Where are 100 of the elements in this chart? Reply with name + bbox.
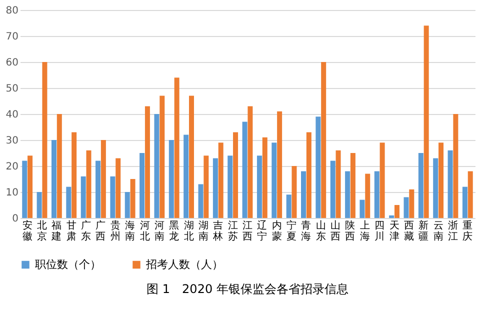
- x-tick-label: 安徽: [22, 220, 32, 242]
- x-tick-label: 湖南: [198, 220, 208, 242]
- x-tick-label: 宁夏: [286, 220, 297, 242]
- bar: [316, 116, 321, 218]
- y-tick-label: 30: [6, 136, 18, 146]
- bar: [336, 150, 341, 218]
- bar: [248, 106, 253, 218]
- x-tick-label: 黑龙: [169, 220, 180, 242]
- x-tick-label: 贵州: [110, 220, 120, 242]
- x-tick-label: 江苏: [228, 220, 238, 242]
- bar: [380, 142, 385, 218]
- bar: [233, 132, 238, 218]
- bar: [154, 114, 160, 218]
- x-tick-label: 江西: [242, 220, 252, 242]
- x-tick-label: 重庆: [462, 220, 473, 242]
- bar: [86, 150, 92, 218]
- bar: [42, 62, 48, 218]
- bar: [424, 26, 429, 218]
- x-tick-label: 湖北: [184, 220, 194, 242]
- bar: [144, 106, 150, 218]
- bar: [256, 156, 262, 218]
- x-tick-label: 四川: [374, 220, 385, 242]
- y-tick-label: 50: [6, 84, 18, 94]
- bar: [365, 174, 370, 218]
- bar: [453, 114, 458, 218]
- bar: [22, 160, 28, 218]
- bar: [130, 179, 136, 218]
- bar: [204, 156, 209, 218]
- bar: [218, 142, 224, 218]
- x-tick-label: 青海: [301, 220, 312, 242]
- bar: [286, 194, 292, 218]
- bar: [72, 132, 77, 218]
- bar: [96, 160, 101, 218]
- y-tick-label: 40: [6, 110, 18, 120]
- bar: [394, 205, 400, 218]
- bar: [184, 134, 189, 218]
- x-tick-label: 福建: [50, 220, 62, 242]
- bar: [321, 62, 326, 218]
- bar: [277, 111, 282, 218]
- text: 图 1 2020 年银保监会各省招录信息: [146, 282, 348, 296]
- y-tick-label: 0: [12, 214, 18, 224]
- x-tick-label: 西藏: [404, 220, 414, 242]
- x-tick-label: 河北: [140, 220, 150, 242]
- bar: [66, 186, 72, 218]
- x-tick-label: 北京: [37, 220, 48, 242]
- x-tick-label: 甘肃: [66, 220, 76, 242]
- x-tick-label: 河南: [154, 220, 164, 242]
- bar: [242, 122, 248, 218]
- bar: [198, 184, 204, 218]
- bar: [438, 142, 444, 218]
- x-tick-label: 山东: [316, 220, 326, 242]
- x-tick-label: 吉林: [212, 220, 224, 242]
- bar: [212, 158, 218, 218]
- bar: [228, 156, 233, 218]
- x-tick-label: 广东: [81, 220, 92, 242]
- y-tick-label: 60: [6, 58, 18, 68]
- bar: [301, 171, 306, 218]
- bar: [418, 153, 424, 218]
- bar: [28, 156, 33, 218]
- x-tick-label: 陕西: [345, 220, 356, 242]
- x-tick-label: 上海: [360, 220, 370, 242]
- bar: [462, 186, 468, 218]
- x-tick-label: 内蒙: [272, 220, 282, 242]
- bar: [272, 142, 277, 218]
- x-tick-label: 浙江: [448, 220, 458, 242]
- bar: [404, 197, 409, 218]
- y-tick-label: 20: [6, 162, 18, 172]
- bar: [110, 176, 116, 218]
- bar: [330, 160, 336, 218]
- x-tick-label: 广西: [96, 220, 106, 242]
- x-tick-label: 天津: [389, 220, 400, 242]
- bar: [124, 192, 130, 218]
- bar: [80, 176, 86, 218]
- bar: [409, 189, 414, 218]
- bar: [360, 200, 365, 218]
- x-tick-label: 新疆: [418, 220, 429, 242]
- bar: [140, 153, 145, 218]
- bar: [433, 158, 438, 218]
- y-tick-label: 10: [6, 188, 18, 198]
- bar: [168, 140, 174, 218]
- bar: [100, 140, 106, 218]
- bar: [468, 171, 473, 218]
- bar: [292, 166, 297, 218]
- bar: [448, 150, 453, 218]
- legend-label: 职位数（个）: [35, 258, 101, 271]
- x-tick-label: 云南: [433, 220, 444, 242]
- bar: [262, 137, 268, 218]
- x-tick-label: 海南: [125, 220, 136, 242]
- y-tick-label: 70: [6, 32, 18, 42]
- bar: [36, 192, 42, 218]
- bar: [345, 171, 350, 218]
- bar: [389, 215, 394, 218]
- bar: [116, 158, 121, 218]
- bar: [374, 171, 380, 218]
- x-tick-label: 辽宁: [257, 220, 268, 242]
- bar: [306, 132, 312, 218]
- bar: [56, 114, 62, 218]
- bar: [350, 153, 356, 218]
- bar: [174, 78, 180, 218]
- bar: [51, 140, 56, 218]
